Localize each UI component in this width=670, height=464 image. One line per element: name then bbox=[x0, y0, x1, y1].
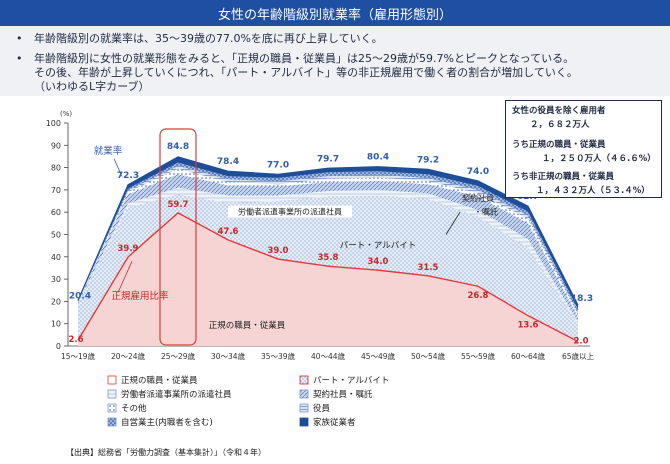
label-contract-area: 契約社員 bbox=[462, 193, 494, 203]
chart-overlay: 20.472.384.878.477.079.780.479.274.062.7… bbox=[68, 128, 593, 347]
regular-rate-label: 2.0 bbox=[573, 337, 588, 347]
regular-rate-label: 34.0 bbox=[368, 257, 389, 267]
x-tick-label: 30～34歳 bbox=[211, 351, 246, 361]
infobox-line-2: ２，６８２万人 bbox=[530, 120, 590, 130]
legend-label: 家族従業者 bbox=[313, 417, 356, 428]
y-tick-label: 60 bbox=[51, 208, 61, 217]
bullet-dot: • bbox=[16, 52, 23, 65]
legend-label: その他 bbox=[121, 403, 147, 414]
label-employment-leader bbox=[113, 158, 123, 177]
chart-axes: 0 10 20 30 40 50 60 70 80 90 100(%) 15～19歳 20～24歳 25～… bbox=[46, 110, 595, 361]
summary-bullets: • 年齢階級別の就業率は、35～39歳の77.0%を底に再び上昇していく。 • … bbox=[0, 26, 670, 96]
legend-swatch bbox=[299, 375, 309, 385]
regular-rate-label: 13.6 bbox=[518, 321, 539, 331]
bullet-text-3: その後、年齢が上昇していくにつれ、「パート・アルバイト」等の非正規雇用で働く者の… bbox=[34, 66, 578, 79]
regular-rate-label: 59.7 bbox=[168, 200, 189, 210]
band-regular bbox=[78, 212, 578, 346]
x-tick-label: 60～64歳 bbox=[511, 351, 546, 361]
regular-rate-line bbox=[77, 212, 579, 343]
y-tick-label: 40 bbox=[51, 253, 61, 262]
regular-rate-label: 47.6 bbox=[218, 227, 239, 237]
y-tick-label: 100 bbox=[46, 119, 61, 128]
x-tick-label: 35～39歳 bbox=[261, 351, 296, 361]
y-axis-unit: (%) bbox=[60, 110, 72, 118]
regular-rate-label: 39.0 bbox=[268, 246, 289, 256]
label-contract-leader bbox=[445, 211, 461, 235]
highlight-25-29-box bbox=[159, 128, 197, 346]
x-tick-label: 15～19歳 bbox=[61, 351, 96, 361]
y-tick-label: 0 bbox=[56, 342, 61, 351]
bullet-dot: • bbox=[16, 32, 23, 45]
employment-rate-label: 74.0 bbox=[467, 167, 489, 177]
chart-bands bbox=[78, 156, 578, 346]
infobox-line-4: １，２５０万人（４６.６%） bbox=[542, 154, 656, 164]
x-tick-label: 55～59歳 bbox=[461, 351, 496, 361]
y-tick-label: 90 bbox=[51, 141, 61, 150]
infobox-line-1: 女性の役員を除く雇用者 bbox=[512, 106, 606, 116]
legend-swatch bbox=[299, 389, 309, 399]
source-note: 【出典】総務省「労働力調査（基本集計）」（令和４年） bbox=[66, 448, 266, 457]
regular-rate-label: 35.8 bbox=[318, 253, 339, 263]
x-tick-label: 40～44歳 bbox=[311, 351, 346, 361]
employment-rate-label: 79.2 bbox=[417, 155, 439, 165]
employment-rate-label: 20.4 bbox=[69, 292, 91, 302]
y-tick-label: 70 bbox=[51, 186, 61, 195]
legend-swatch bbox=[107, 389, 117, 399]
x-tick-label: 25～29歳 bbox=[161, 351, 196, 361]
employment-rate-label: 77.0 bbox=[267, 160, 289, 170]
legend-label: 契約社員・嘱託 bbox=[313, 389, 373, 400]
employment-rate-label: 84.8 bbox=[167, 142, 189, 152]
legend-label: 役員 bbox=[313, 403, 331, 414]
bullet-text-1: 年齢階級別の就業率は、35～39歳の77.0%を底に再び上昇していく。 bbox=[34, 32, 383, 45]
regular-rate-label: 39.9 bbox=[118, 244, 139, 254]
employee-summary-box: 女性の役員を除く雇用者 ２，６８２万人 うち正規の職員・従業員 １，２５０万人（… bbox=[505, 100, 662, 198]
chart: 0 10 20 30 40 50 60 70 80 90 100(%) 15～19歳 20～24歳 25～… bbox=[46, 110, 595, 428]
bullet-text-2: 年齢階級別に女性の就業形態をみると、「正規の職員・従業員」は25～29歳が59.… bbox=[34, 52, 575, 65]
legend-label: 労働者派遣事業所の派遣社員 bbox=[121, 389, 232, 400]
bullet-text-4: （いわゆるL字カーブ） bbox=[34, 80, 150, 93]
legend-swatch bbox=[299, 417, 309, 427]
label-regular-leader bbox=[117, 261, 133, 293]
page-title: 女性の年齢階級別就業率（雇用形態別） bbox=[0, 0, 670, 26]
y-tick-label: 20 bbox=[51, 297, 61, 306]
employment-rate-label: 79.7 bbox=[317, 154, 339, 164]
page-title-text: 女性の年齢階級別就業率（雇用形態別） bbox=[217, 7, 452, 23]
employment-rate-label: 18.3 bbox=[571, 294, 593, 304]
infobox-line-3: うち正規の職員・従業員 bbox=[512, 140, 606, 150]
label-regular-ratio: 正規雇用比率 bbox=[111, 290, 169, 302]
regular-rate-label: 26.8 bbox=[468, 291, 489, 301]
label-employment-rate: 就業率 bbox=[94, 145, 123, 157]
label-dispatch-bg bbox=[228, 205, 352, 218]
label-part-area: パート・アルバイト bbox=[340, 241, 416, 251]
legend-swatch bbox=[107, 375, 117, 385]
y-tick-label: 10 bbox=[51, 320, 61, 329]
legend-label: 自営業主(内職者を含む) bbox=[121, 417, 213, 428]
legend-label: 正規の職員・従業員 bbox=[121, 375, 198, 386]
x-tick-label: 50～54歳 bbox=[411, 351, 446, 361]
legend-swatch bbox=[299, 403, 309, 413]
infobox-line-6: １，４３２万人（５３.４%） bbox=[536, 186, 650, 196]
employment-rate-label: 80.4 bbox=[367, 153, 389, 163]
legend-label: パート・アルバイト bbox=[313, 376, 389, 386]
x-tick-label: 45～49歳 bbox=[361, 351, 396, 361]
y-tick-label: 30 bbox=[51, 275, 61, 284]
x-tick-label: 65歳以上 bbox=[562, 351, 595, 361]
legend-swatch bbox=[107, 417, 117, 427]
employment-rate-label: 78.4 bbox=[217, 157, 239, 167]
legend-swatch bbox=[107, 403, 117, 413]
infobox-line-5: うち非正規の職員・従業員 bbox=[512, 172, 615, 182]
employment-rate-line bbox=[77, 156, 579, 306]
regular-rate-label: 31.5 bbox=[418, 263, 439, 273]
label-contract-area: ・嘱託 bbox=[474, 206, 498, 216]
y-tick-label: 80 bbox=[51, 164, 61, 173]
employment-rate-label: 72.3 bbox=[117, 171, 139, 181]
label-dispatch-area: 労働者派遣事業所の派遣社員 bbox=[238, 206, 342, 216]
x-tick-label: 20～24歳 bbox=[111, 351, 146, 361]
regular-rate-label: 2.6 bbox=[68, 335, 83, 345]
y-tick-label: 50 bbox=[51, 231, 61, 240]
label-regular-area: 正規の職員・従業員 bbox=[209, 320, 286, 331]
